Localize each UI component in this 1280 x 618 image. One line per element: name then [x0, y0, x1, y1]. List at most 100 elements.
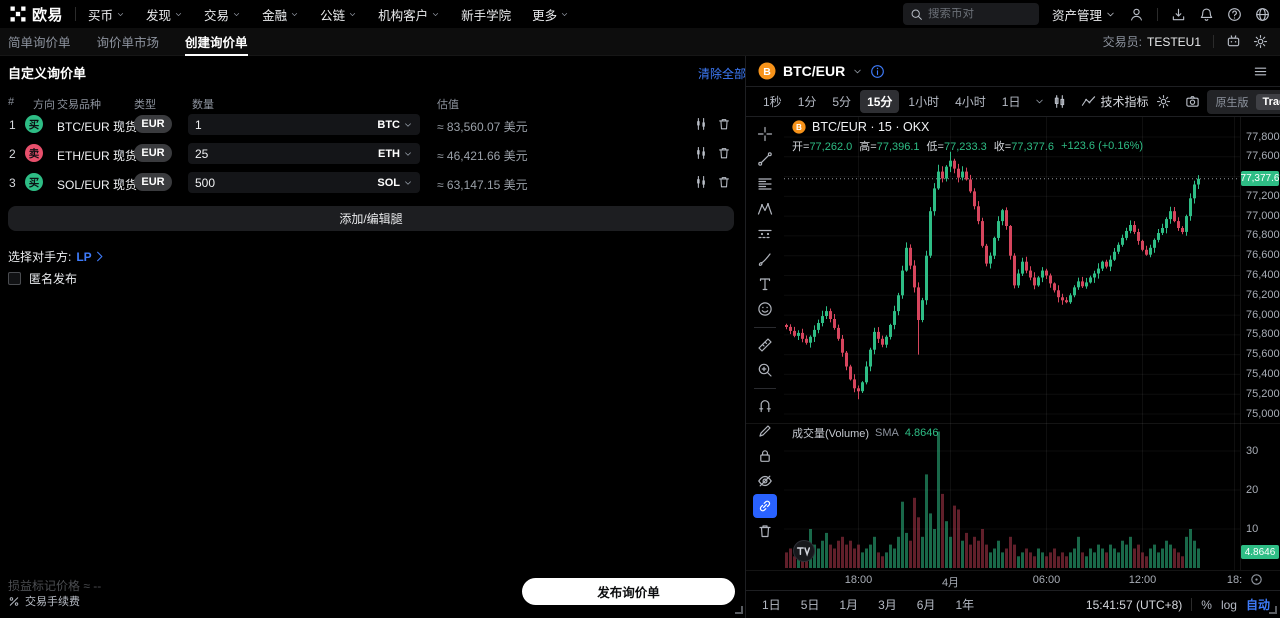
tool-eye-icon[interactable]: [753, 469, 777, 493]
candles-icon[interactable]: [694, 117, 708, 131]
tool-position-icon[interactable]: [753, 222, 777, 246]
info-icon[interactable]: [870, 64, 885, 79]
candles-icon[interactable]: [694, 146, 708, 160]
type-button[interactable]: EUR: [134, 144, 172, 162]
anonymous-checkbox-row[interactable]: 匿名发布: [8, 270, 77, 287]
range-5日[interactable]: 5日: [800, 598, 820, 612]
nav-menu-5[interactable]: 机构客户: [378, 5, 440, 24]
range-3月[interactable]: 3月: [878, 598, 897, 612]
amount-input[interactable]: [195, 175, 378, 190]
amount-input-box[interactable]: BTC: [188, 114, 420, 135]
chevron-right-icon[interactable]: [115, 118, 126, 129]
okx-logo-icon[interactable]: [10, 6, 26, 22]
candles-icon[interactable]: [694, 175, 708, 189]
percent-scale-button[interactable]: %: [1201, 597, 1212, 612]
unit-selector[interactable]: ETH: [378, 148, 413, 160]
chart-canvas[interactable]: [784, 117, 1240, 570]
nav-menu-2[interactable]: 交易: [204, 5, 241, 24]
range-1月[interactable]: 1月: [839, 598, 859, 612]
chevron-down-icon[interactable]: [1034, 96, 1045, 107]
tool-edit-icon[interactable]: [753, 419, 777, 443]
log-scale-button[interactable]: log: [1220, 597, 1237, 612]
trash-icon[interactable]: [717, 146, 731, 160]
tool-crosshair-icon[interactable]: [753, 122, 777, 146]
counterparty-link[interactable]: LP: [76, 249, 106, 264]
timeframe-1日[interactable]: 1日: [1001, 95, 1021, 109]
timeframe-15分[interactable]: 15分: [860, 90, 900, 113]
tool-fib-icon[interactable]: [753, 172, 777, 196]
mode-tradingview-button[interactable]: TradingView: [1255, 93, 1280, 110]
type-button[interactable]: EUR: [134, 173, 172, 191]
tool-magnet-icon[interactable]: [753, 394, 777, 418]
amount-input-box[interactable]: SOL: [188, 172, 420, 193]
mode-native-button[interactable]: 原生版: [1215, 96, 1249, 109]
bell-icon[interactable]: [1199, 7, 1214, 22]
chevron-right-icon[interactable]: [115, 147, 126, 158]
side-badge-buy[interactable]: 买: [25, 115, 43, 133]
gear-icon[interactable]: [1156, 94, 1171, 109]
user-icon[interactable]: [1129, 7, 1144, 22]
publish-rfq-button[interactable]: 发布询价单: [522, 578, 735, 605]
auto-scale-button[interactable]: 自动: [1245, 598, 1270, 612]
camera-icon[interactable]: [1185, 94, 1200, 109]
range-6月[interactable]: 6月: [916, 598, 936, 612]
nav-menu-6[interactable]: 新手学院: [461, 5, 511, 24]
nav-menu-7[interactable]: 更多: [532, 5, 569, 24]
range-1日[interactable]: 1日: [762, 598, 781, 612]
anonymous-checkbox[interactable]: [8, 272, 21, 285]
tool-trash-icon[interactable]: [753, 519, 777, 543]
tool-brush-icon[interactable]: [753, 247, 777, 271]
amount-input[interactable]: [195, 146, 378, 161]
timeframe-5分[interactable]: 5分: [832, 95, 852, 109]
add-edit-leg-button[interactable]: 添加/编辑腿: [8, 206, 734, 231]
search-input[interactable]: [927, 8, 1028, 20]
clear-all-link[interactable]: 清除全部: [698, 67, 747, 81]
instrument-label[interactable]: ETH/EUR 现货: [57, 149, 138, 163]
timeframe-1小时[interactable]: 1小时: [908, 95, 940, 109]
hamburger-icon[interactable]: [1253, 64, 1268, 79]
assets-menu[interactable]: 资产管理: [1052, 5, 1116, 24]
tool-text-icon[interactable]: [753, 272, 777, 296]
tool-lock-icon[interactable]: [753, 444, 777, 468]
type-button[interactable]: EUR: [134, 115, 172, 133]
amount-input[interactable]: [195, 117, 378, 132]
candle-style-icon[interactable]: [1052, 94, 1067, 109]
download-icon[interactable]: [1171, 7, 1186, 22]
instrument-label[interactable]: BTC/EUR 现货: [57, 120, 138, 134]
timeframe-1分[interactable]: 1分: [797, 95, 817, 109]
side-badge-sell[interactable]: 卖: [25, 144, 43, 162]
pane-divider[interactable]: [746, 423, 1280, 424]
support-bot-icon[interactable]: [1226, 34, 1241, 49]
trash-icon[interactable]: [717, 175, 731, 189]
timeframe-4小时[interactable]: 4小时: [955, 95, 986, 109]
indicators-button[interactable]: 技术指标: [1081, 93, 1149, 110]
tab-简单询价单[interactable]: 简单询价单: [8, 36, 71, 50]
unit-selector[interactable]: SOL: [377, 177, 413, 189]
nav-menu-3[interactable]: 金融: [262, 5, 299, 24]
tool-link-icon[interactable]: [753, 494, 777, 518]
help-icon[interactable]: [1227, 7, 1242, 22]
unit-selector[interactable]: BTC: [377, 119, 413, 131]
gear-icon[interactable]: [1253, 34, 1268, 49]
nav-menu-1[interactable]: 发现: [146, 5, 183, 24]
target-icon[interactable]: [1249, 572, 1264, 587]
globe-icon[interactable]: [1255, 7, 1270, 22]
amount-input-box[interactable]: ETH: [188, 143, 420, 164]
resize-handle[interactable]: [1269, 606, 1277, 614]
range-1年[interactable]: 1年: [955, 598, 975, 612]
search-box[interactable]: [902, 3, 1039, 25]
resize-handle[interactable]: [735, 606, 743, 614]
brand-name[interactable]: 欧易: [32, 6, 64, 24]
volume-legend-label[interactable]: 成交量(Volume): [792, 428, 870, 440]
nav-menu-0[interactable]: 买币: [88, 5, 125, 24]
tool-xabcd-icon[interactable]: [753, 197, 777, 221]
tool-zoom-in-icon[interactable]: [753, 358, 777, 382]
timeframe-1秒[interactable]: 1秒: [763, 95, 782, 109]
chart-legend-title[interactable]: BTC/EUR · 15 · OKX: [812, 120, 930, 134]
trash-icon[interactable]: [717, 117, 731, 131]
chevron-right-icon[interactable]: [115, 176, 126, 187]
chart-symbol[interactable]: BTC/EUR: [783, 63, 846, 79]
tab-创建询价单[interactable]: 创建询价单: [185, 28, 248, 56]
instrument-label[interactable]: SOL/EUR 现货: [57, 178, 138, 192]
chevron-down-icon[interactable]: [852, 66, 863, 77]
